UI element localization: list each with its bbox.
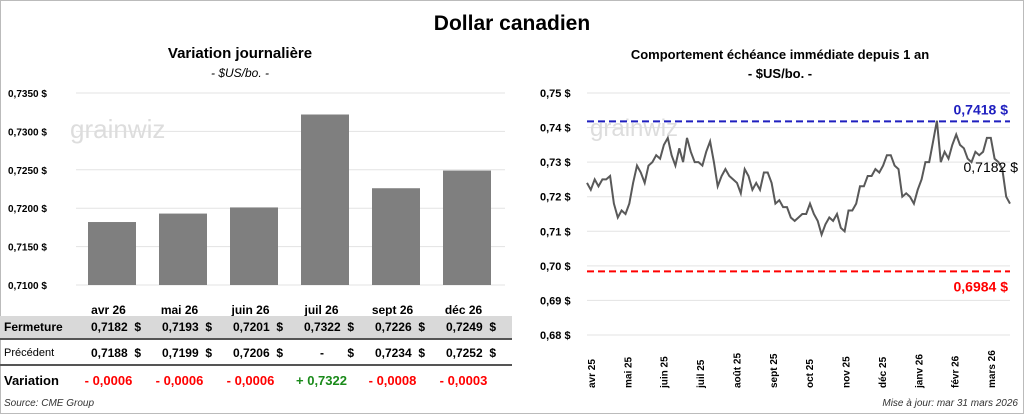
table-cell: 0,7252 $ <box>445 346 496 360</box>
bar <box>443 170 491 285</box>
right-chart-subtitle: - $US/bo. - <box>747 66 813 81</box>
table-cell: 0,7226 $ <box>374 320 425 334</box>
right-chart-title: Comportement échéance immédiate depuis 1… <box>630 47 930 62</box>
month-header: juin 26 <box>231 303 270 317</box>
bar <box>372 188 420 285</box>
table-cell: - 0,0003 <box>439 372 488 388</box>
bar <box>230 207 278 285</box>
y-tick-label: 0,7100 $ <box>8 281 47 292</box>
table-cell: - 0,0006 <box>155 372 204 388</box>
y-tick-label: 0,73 $ <box>540 157 571 169</box>
watermark-logo: grainwiz <box>590 115 678 142</box>
month-header: mai 26 <box>160 303 199 317</box>
x-tick-label: juin 25 <box>660 356 671 389</box>
left-chart-title: Variation journalière <box>167 45 313 62</box>
table-cell: + 0,7322 <box>296 372 347 388</box>
x-tick-label: déc 25 <box>878 356 889 388</box>
y-tick-label: 0,69 $ <box>540 295 571 307</box>
x-tick-label: nov 25 <box>842 356 853 388</box>
price-line <box>586 120 1011 238</box>
x-tick-label: juil 25 <box>696 359 707 389</box>
table-row-fermeture: Fermeture 0,7182 $ 0,7193 $ 0,7201 $ 0,7322 … <box>0 316 512 340</box>
bar <box>159 213 207 285</box>
x-tick-label: janv 26 <box>914 354 925 389</box>
min-label: 0,6984 $ <box>954 278 1009 294</box>
left-chart-subtitle: - $US/bo. - <box>210 66 270 80</box>
x-tick-label: mars 26 <box>987 350 998 388</box>
x-tick-label: avr 25 <box>587 359 598 388</box>
watermark-logo: grainwiz <box>70 114 165 144</box>
y-tick-label: 0,7200 $ <box>8 204 47 215</box>
x-tick-label: oct 25 <box>805 359 816 388</box>
month-header: avr 26 <box>91 303 126 317</box>
bar <box>88 222 136 285</box>
y-tick-label: 0,7300 $ <box>8 127 47 138</box>
table-header-row: avr 26 mai 26 juin 26 juil 26 sept 26 déc 26 <box>0 298 512 322</box>
table-cell: - 0,0006 <box>226 372 275 388</box>
table-cell: 0,7188 $ <box>90 346 141 360</box>
month-header: juil 26 <box>304 303 339 317</box>
table-cell: 0,7206 $ <box>232 346 283 360</box>
table-cell: 0,7201 $ <box>232 320 283 334</box>
x-tick-label: août 25 <box>732 353 743 388</box>
y-tick-label: 0,68 $ <box>540 330 571 342</box>
update-note: Mise à jour: mar 31 mars 2026 <box>882 398 1018 409</box>
table-cell: 0,7322 $ <box>303 320 354 334</box>
source-note: Source: CME Group <box>4 398 95 409</box>
y-tick-label: 0,7350 $ <box>8 89 47 100</box>
row-label: Précédent <box>4 347 55 359</box>
row-label: Variation <box>4 372 59 388</box>
y-tick-label: 0,72 $ <box>540 192 571 204</box>
table-cell: - $ <box>319 346 354 360</box>
page-title: Dollar canadien <box>433 12 591 35</box>
table-row-variation: Variation - 0,0006 - 0,0006 - 0,0006 + 0,732… <box>0 368 512 392</box>
last-value-label: 0,7182 $ <box>964 159 1019 175</box>
table-row-precedent: Précédent 0,7188 $ 0,7199 $ 0,7206 $ - $ 0,72… <box>0 342 512 366</box>
x-tick-label: mai 25 <box>623 356 634 388</box>
y-tick-label: 0,74 $ <box>540 123 571 135</box>
y-tick-label: 0,7250 $ <box>8 166 47 177</box>
month-header: sept 26 <box>371 303 414 317</box>
row-label: Fermeture <box>4 320 63 334</box>
y-tick-label: 0,70 $ <box>540 261 571 273</box>
x-tick-label: févr 26 <box>951 355 962 388</box>
table-cell: 0,7193 $ <box>161 320 212 334</box>
max-label: 0,7418 $ <box>954 101 1009 117</box>
y-tick-label: 0,75 $ <box>540 88 571 100</box>
y-tick-label: 0,7150 $ <box>8 243 47 254</box>
table-cell: - 0,0008 <box>368 372 417 388</box>
table-cell: 0,7199 $ <box>161 346 212 360</box>
x-tick-label: sept 25 <box>769 353 780 388</box>
table-cell: 0,7234 $ <box>374 346 425 360</box>
table-cell: - 0,0006 <box>84 372 133 388</box>
y-tick-label: 0,71 $ <box>540 226 571 238</box>
table-cell: 0,7249 $ <box>445 320 496 334</box>
bar <box>301 114 349 285</box>
table-cell: 0,7182 $ <box>90 320 141 334</box>
month-header: déc 26 <box>444 303 483 317</box>
